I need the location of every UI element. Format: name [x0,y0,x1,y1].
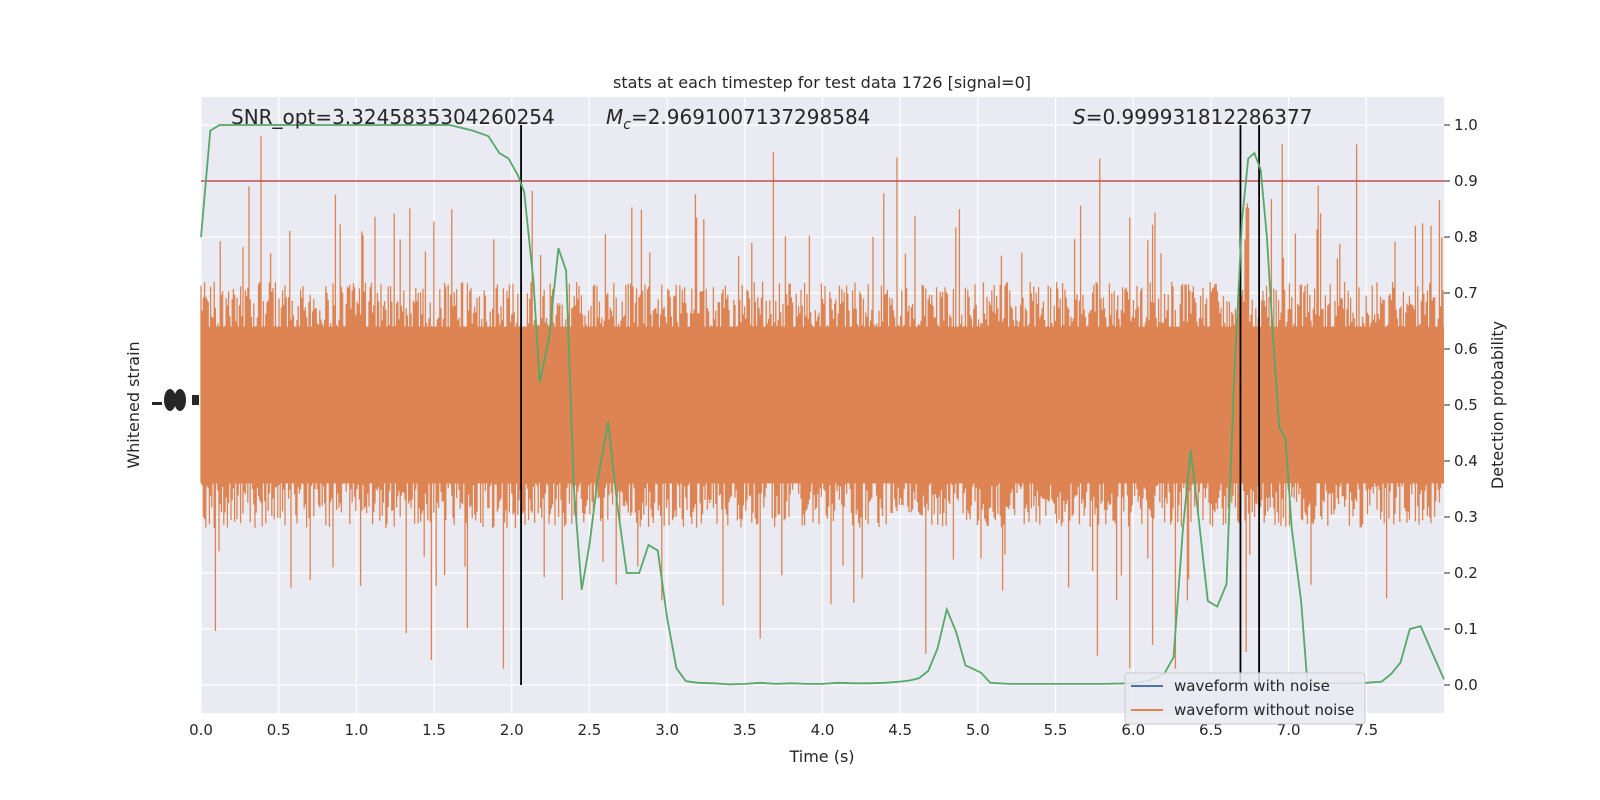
waveform-without-noise-series [200,136,1444,669]
y-left-axis-ticks [152,389,199,411]
y-right-tick-label: 0.8 [1454,228,1478,246]
x-tick-label: 1.0 [344,721,368,739]
y-right-tick-label: 0.3 [1454,508,1478,526]
legend-label-with-noise: waveform with noise [1174,677,1330,695]
x-tick-label: 5.0 [966,721,990,739]
y-right-axis-ticks: 0.0 0.1 0.2 0.3 0.4 0.5 0.6 0.7 0.8 0.9 1.0 [1444,116,1478,694]
y-right-tick-label: 0.6 [1454,340,1478,358]
y-left-axis-label: Whitened strain [124,341,143,468]
y-right-tick-label: 0.2 [1454,564,1478,582]
x-tick-label: 3.5 [733,721,757,739]
y-right-tick-label: 1.0 [1454,116,1478,134]
y-right-axis-label: Detection probability [1488,321,1507,489]
chirp-mass-symbol: M [606,105,623,129]
y-right-tick-label: 0.7 [1454,284,1478,302]
chirp-mass-subscript: c [623,117,631,133]
legend: waveform with noise waveform without noi… [1124,672,1366,725]
x-axis-label: Time (s) [788,747,854,766]
x-tick-label: 1.5 [422,721,446,739]
legend-box [1124,672,1366,725]
x-tick-label: 4.0 [811,721,835,739]
x-tick-label: 2.5 [578,721,602,739]
s-annotation: S=0.999931812286377 [1073,105,1312,129]
x-tick-label: 3.0 [655,721,679,739]
y-right-tick-label: 0.9 [1454,172,1478,190]
legend-label-without-noise: waveform without noise [1174,701,1354,719]
chart-title: stats at each timestep for test data 172… [613,73,1031,92]
detection-probability-series [200,124,1445,686]
x-tick-label: 0.0 [189,721,213,739]
x-tick-label: 6.5 [1199,721,1223,739]
x-tick-label: 7.0 [1277,721,1301,739]
y-right-tick-label: 0.4 [1454,452,1478,470]
x-tick-label: 6.0 [1121,721,1145,739]
x-axis-ticks: 0.0 0.5 1.0 1.5 2.0 2.5 3.0 3.5 4.0 4.5 5.0 5.5 6.0 6… [189,721,1378,739]
x-tick-label: 7.5 [1354,721,1378,739]
x-tick-label: 0.5 [267,721,291,739]
snr-annotation: SNR_opt=3.3245835304260254 [231,105,555,129]
s-value: =0.999931812286377 [1086,105,1313,129]
chirp-mass-value: =2.9691007137298584 [631,105,870,129]
x-tick-label: 4.5 [888,721,912,739]
chirp-mass-annotation: Mc=2.9691007137298584 [606,105,870,133]
y-right-tick-label: 0.0 [1454,676,1478,694]
noise-spikes [200,136,1444,669]
y-right-tick-label: 0.5 [1454,396,1478,414]
x-tick-label: 2.0 [500,721,524,739]
y-right-tick-label: 0.1 [1454,620,1478,638]
x-tick-label: 5.5 [1044,721,1068,739]
s-symbol: S [1073,105,1086,129]
peak-markers [520,125,1261,685]
